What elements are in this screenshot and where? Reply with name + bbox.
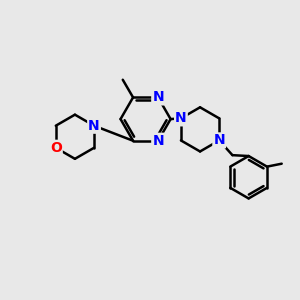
Text: N: N: [152, 90, 164, 104]
Text: N: N: [88, 119, 100, 133]
Text: N: N: [175, 111, 187, 125]
Text: O: O: [50, 141, 62, 155]
Text: N: N: [152, 134, 164, 148]
Text: N: N: [213, 134, 225, 147]
